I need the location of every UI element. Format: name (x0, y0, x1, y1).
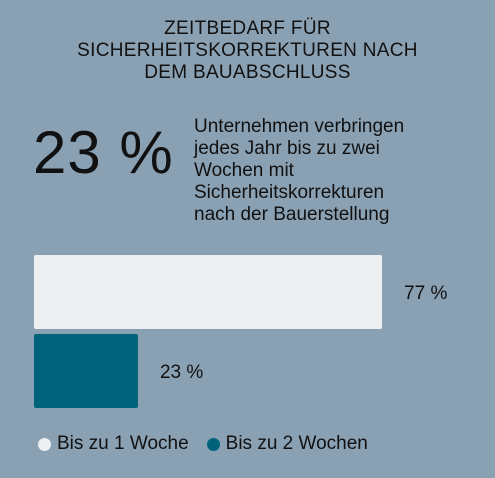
stat-line-4: Sicherheitskorrekturen (194, 182, 385, 203)
chart-legend: Bis zu 1 Woche Bis zu 2 Wochen (38, 432, 386, 456)
bar-1-value-label: 77 % (404, 283, 447, 304)
stat-line-1: Unternehmen verbringen (194, 116, 405, 137)
title-line-1: ZEITBEDARF FÜR (164, 18, 331, 39)
stat-line-5: nach der Bauerstellung (194, 204, 390, 225)
title-line-2: SICHERHEITSKORREKTUREN NACH (77, 40, 418, 61)
big-stat-value: 23 % (33, 119, 174, 186)
legend-label-1: Bis zu 1 Woche (57, 433, 189, 454)
stat-description: Unternehmen verbringen jedes Jahr bis zu… (194, 116, 494, 226)
legend-marker-1-icon (38, 437, 51, 451)
chart-title: ZEITBEDARF FÜR SICHERHEITSKORREKTUREN NA… (0, 18, 495, 84)
bar-2-value-label: 23 % (160, 362, 203, 383)
bar-2 (34, 334, 138, 408)
title-line-3: DEM BAUABSCHLUSS (144, 62, 351, 83)
stat-line-2: jedes Jahr bis zu zwei (194, 138, 380, 159)
bar-1 (34, 255, 383, 329)
legend-label-2: Bis zu 2 Wochen (225, 433, 368, 454)
stat-line-3: Wochen mit (194, 160, 294, 181)
legend-item-1: Bis zu 1 Woche (38, 433, 189, 455)
bar-chart: 77 % 23 % (34, 255, 447, 408)
legend-item-2: Bis zu 2 Wochen (206, 433, 368, 455)
legend-marker-2-icon (206, 437, 220, 451)
